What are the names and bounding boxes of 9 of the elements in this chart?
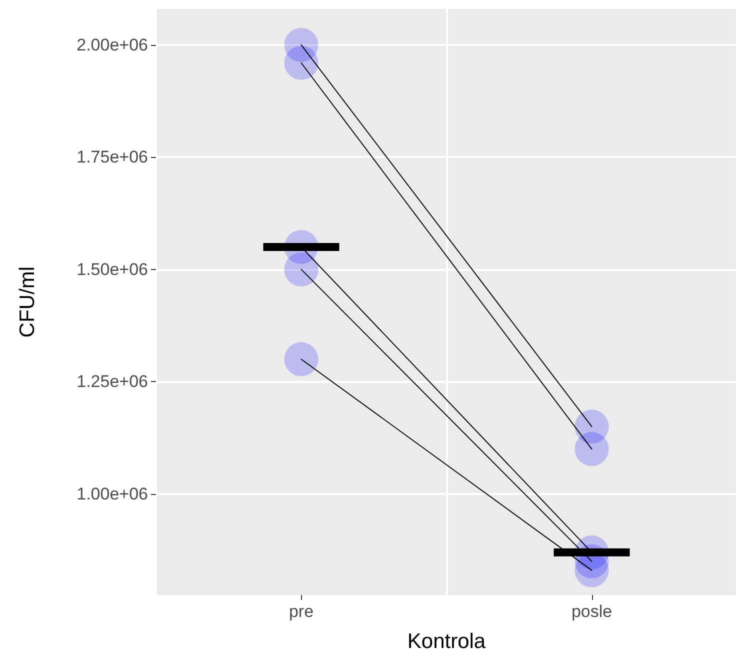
y-tick-label: 1.25e+06 xyxy=(76,372,148,392)
x-tick-label: posle xyxy=(571,602,612,621)
x-tick-label: pre xyxy=(288,602,314,621)
y-tick-label: 1.50e+06 xyxy=(76,260,148,279)
y-tick-label: 1.75e+06 xyxy=(76,148,148,167)
y-axis-title: CFU/ml xyxy=(16,266,39,338)
y-tick-label: 2.00e+06 xyxy=(76,35,148,54)
y-tick-label: 1.00e+06 xyxy=(76,484,148,504)
x-axis-title: Kontrola xyxy=(407,630,486,653)
